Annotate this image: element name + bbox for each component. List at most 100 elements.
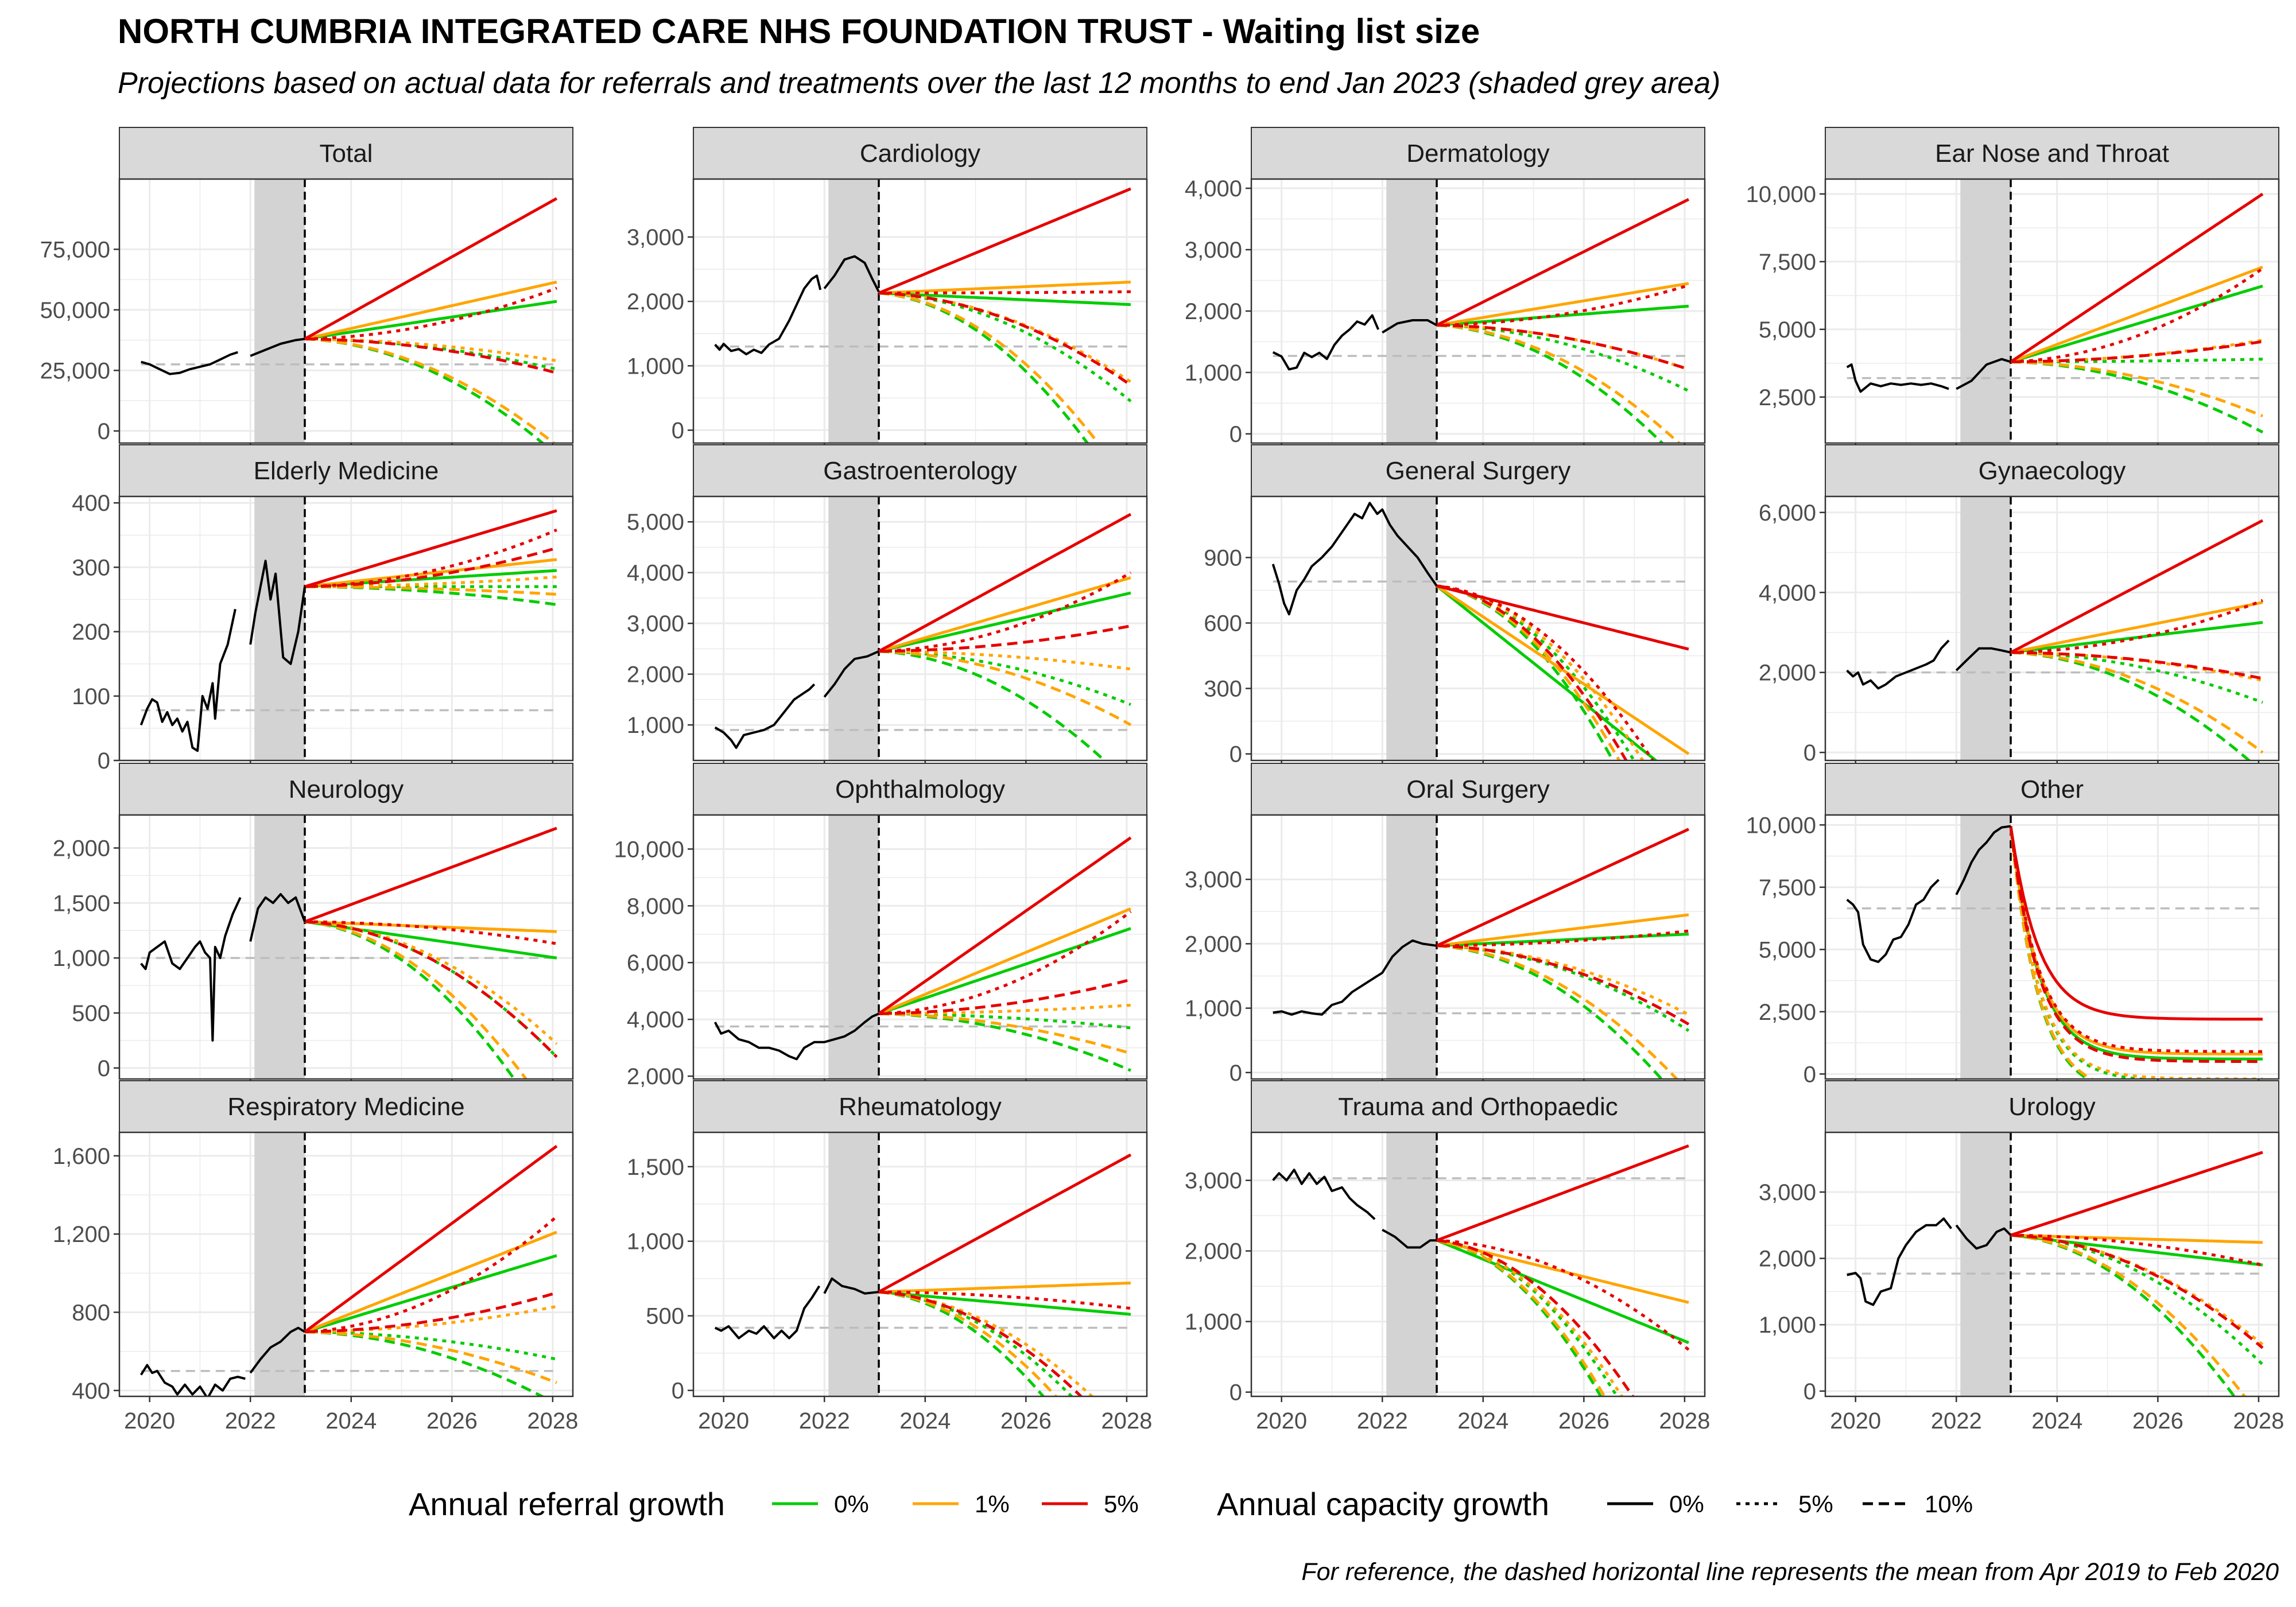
projection-line-g1-c0 bbox=[2010, 265, 2263, 363]
facet-strip bbox=[119, 1080, 573, 1133]
y-tick-label: 10,000 bbox=[1746, 182, 1816, 207]
y-tick-label: 1,000 bbox=[1185, 996, 1242, 1022]
projection-line-g0-c0 bbox=[1436, 933, 1689, 948]
panel-oral-surgery: Oral Surgery 0 1,000 2,000 3,000 bbox=[1185, 763, 1706, 1086]
projection-line-g1-c0 bbox=[304, 1231, 557, 1333]
x-tick-label: 2024 bbox=[899, 1408, 951, 1434]
projection-line-g5-c0 bbox=[878, 187, 1131, 294]
legend-label-capacity: 0% bbox=[1669, 1490, 1704, 1517]
y-tick-label: 1,600 bbox=[53, 1144, 110, 1169]
panel-border bbox=[1824, 1131, 2280, 1398]
shaded-period bbox=[828, 496, 879, 760]
y-tick-label: 6,000 bbox=[1759, 500, 1816, 526]
x-tick-label: 2020 bbox=[1830, 1408, 1881, 1434]
actual-line bbox=[1956, 358, 2011, 390]
projection-line-g0-c5 bbox=[878, 650, 1131, 707]
projection-line-g5-c10 bbox=[304, 1291, 557, 1334]
projection-line-g5-c0 bbox=[1436, 1144, 1689, 1242]
projection-line-g1-c10 bbox=[304, 1330, 557, 1384]
projection-line-g1-c10 bbox=[2010, 1233, 2247, 1396]
panel-cardiology: Cardiology 0 1,000 2,000 3,000 bbox=[627, 127, 1148, 449]
chart-subtitle: Projections based on actual data for ref… bbox=[118, 67, 1721, 100]
actual-line bbox=[1955, 647, 2011, 671]
actual-line bbox=[140, 896, 242, 1042]
actual-line bbox=[1846, 879, 1940, 963]
projection-line-g5-c10 bbox=[878, 624, 1131, 653]
y-tick-label: 25,000 bbox=[40, 358, 110, 383]
y-tick-label: 7,500 bbox=[1759, 875, 1816, 900]
y-tick-label: 1,200 bbox=[53, 1222, 110, 1247]
y-tick-label: 8,000 bbox=[627, 894, 684, 919]
legend-label-referral: 1% bbox=[975, 1490, 1010, 1517]
y-tick-label: 2,000 bbox=[627, 289, 684, 315]
facet-strip-label: Trauma and Orthopaedic bbox=[1338, 1093, 1618, 1121]
legend-title-capacity: Annual capacity growth bbox=[1217, 1486, 1549, 1522]
legend: Annual referral growth 0% 1% 5% Annual capac… bbox=[409, 1486, 1973, 1522]
projection-line-g0-c0 bbox=[1436, 304, 1689, 327]
projection-line-g1-c0 bbox=[1436, 913, 1689, 948]
panel-background bbox=[693, 179, 1147, 443]
y-tick-label: 3,000 bbox=[1185, 1169, 1242, 1194]
panel-border bbox=[692, 1131, 1148, 1398]
actual-line bbox=[1847, 1217, 1952, 1306]
facet-strip bbox=[119, 763, 573, 816]
y-tick-label: 2,000 bbox=[1759, 1247, 1816, 1272]
y-tick-label: 2,000 bbox=[1759, 661, 1816, 686]
actual-line bbox=[714, 683, 816, 749]
facet-strip bbox=[119, 444, 573, 497]
panel-border bbox=[692, 814, 1148, 1080]
legend-label-capacity: 5% bbox=[1798, 1490, 1833, 1517]
facet-strip bbox=[693, 1080, 1147, 1133]
x-tick-label: 2026 bbox=[1000, 1408, 1052, 1434]
facet-strip-label: Elderly Medicine bbox=[254, 457, 439, 485]
x-tick-label: 2026 bbox=[2132, 1408, 2183, 1434]
projection-line-g5-c10 bbox=[878, 292, 1132, 387]
y-tick-label: 500 bbox=[646, 1304, 684, 1329]
facet-strip bbox=[1825, 127, 2279, 180]
x-tick-label: 2028 bbox=[1101, 1408, 1152, 1434]
projection-line-g0-c5 bbox=[1436, 944, 1690, 1032]
projection-line-g0-c0 bbox=[878, 591, 1131, 653]
actual-line bbox=[823, 255, 880, 293]
projection-line-g0-c5 bbox=[2010, 1233, 2264, 1366]
y-tick-label: 2,500 bbox=[1759, 385, 1816, 410]
y-tick-label: 3,000 bbox=[1185, 238, 1242, 263]
shaded-period bbox=[1386, 496, 1437, 760]
projection-line-g1-c10 bbox=[878, 650, 1132, 727]
projection-line-g5-c5 bbox=[304, 528, 557, 588]
projection-line-g5-c5 bbox=[2010, 1233, 2263, 1267]
projection-line-g5-c10 bbox=[1436, 944, 1690, 1026]
projection-line-g0-c10 bbox=[1436, 324, 1665, 443]
projection-line-g5-c0 bbox=[1436, 198, 1690, 327]
facet-strip bbox=[1251, 127, 1705, 180]
actual-line bbox=[714, 1285, 821, 1340]
y-tick-label: 0 bbox=[1230, 1061, 1242, 1086]
projection-line-g5-c5 bbox=[1436, 1239, 1690, 1351]
panel-border bbox=[118, 814, 574, 1080]
panel-border bbox=[118, 178, 574, 444]
panel-background bbox=[1251, 496, 1705, 760]
projection-line-g5-c10 bbox=[2010, 1233, 2264, 1349]
x-tick-label: 2026 bbox=[426, 1408, 478, 1434]
y-tick-label: 6,000 bbox=[627, 950, 684, 976]
panel-background bbox=[1251, 1132, 1705, 1396]
y-tick-label: 100 bbox=[72, 684, 110, 709]
y-tick-label: 5,000 bbox=[1759, 937, 1816, 962]
projection-line-g0-c10 bbox=[878, 650, 1107, 760]
actual-line bbox=[1272, 314, 1380, 371]
projection-line-g0-c5 bbox=[878, 292, 1132, 403]
facet-strip-label: Dermatology bbox=[1406, 139, 1549, 168]
actual-line bbox=[139, 608, 236, 752]
y-tick-label: 2,000 bbox=[627, 1064, 684, 1089]
y-tick-label: 0 bbox=[98, 419, 110, 444]
actual-line bbox=[1955, 825, 2011, 895]
projection-line-g0-c0 bbox=[304, 1254, 557, 1333]
projection-line-g1-c10 bbox=[305, 585, 557, 596]
projection-line-g5-c10 bbox=[1436, 1239, 1635, 1396]
actual-line bbox=[249, 560, 306, 665]
projection-line-g5-c5 bbox=[2010, 267, 2264, 363]
y-tick-label: 4,000 bbox=[627, 1007, 684, 1032]
panel-neurology: Neurology 0 500 1,000 1,500 2,000 bbox=[53, 763, 574, 1085]
panel-background bbox=[1825, 1132, 2279, 1396]
projection-line-g1-c0 bbox=[878, 907, 1131, 1015]
